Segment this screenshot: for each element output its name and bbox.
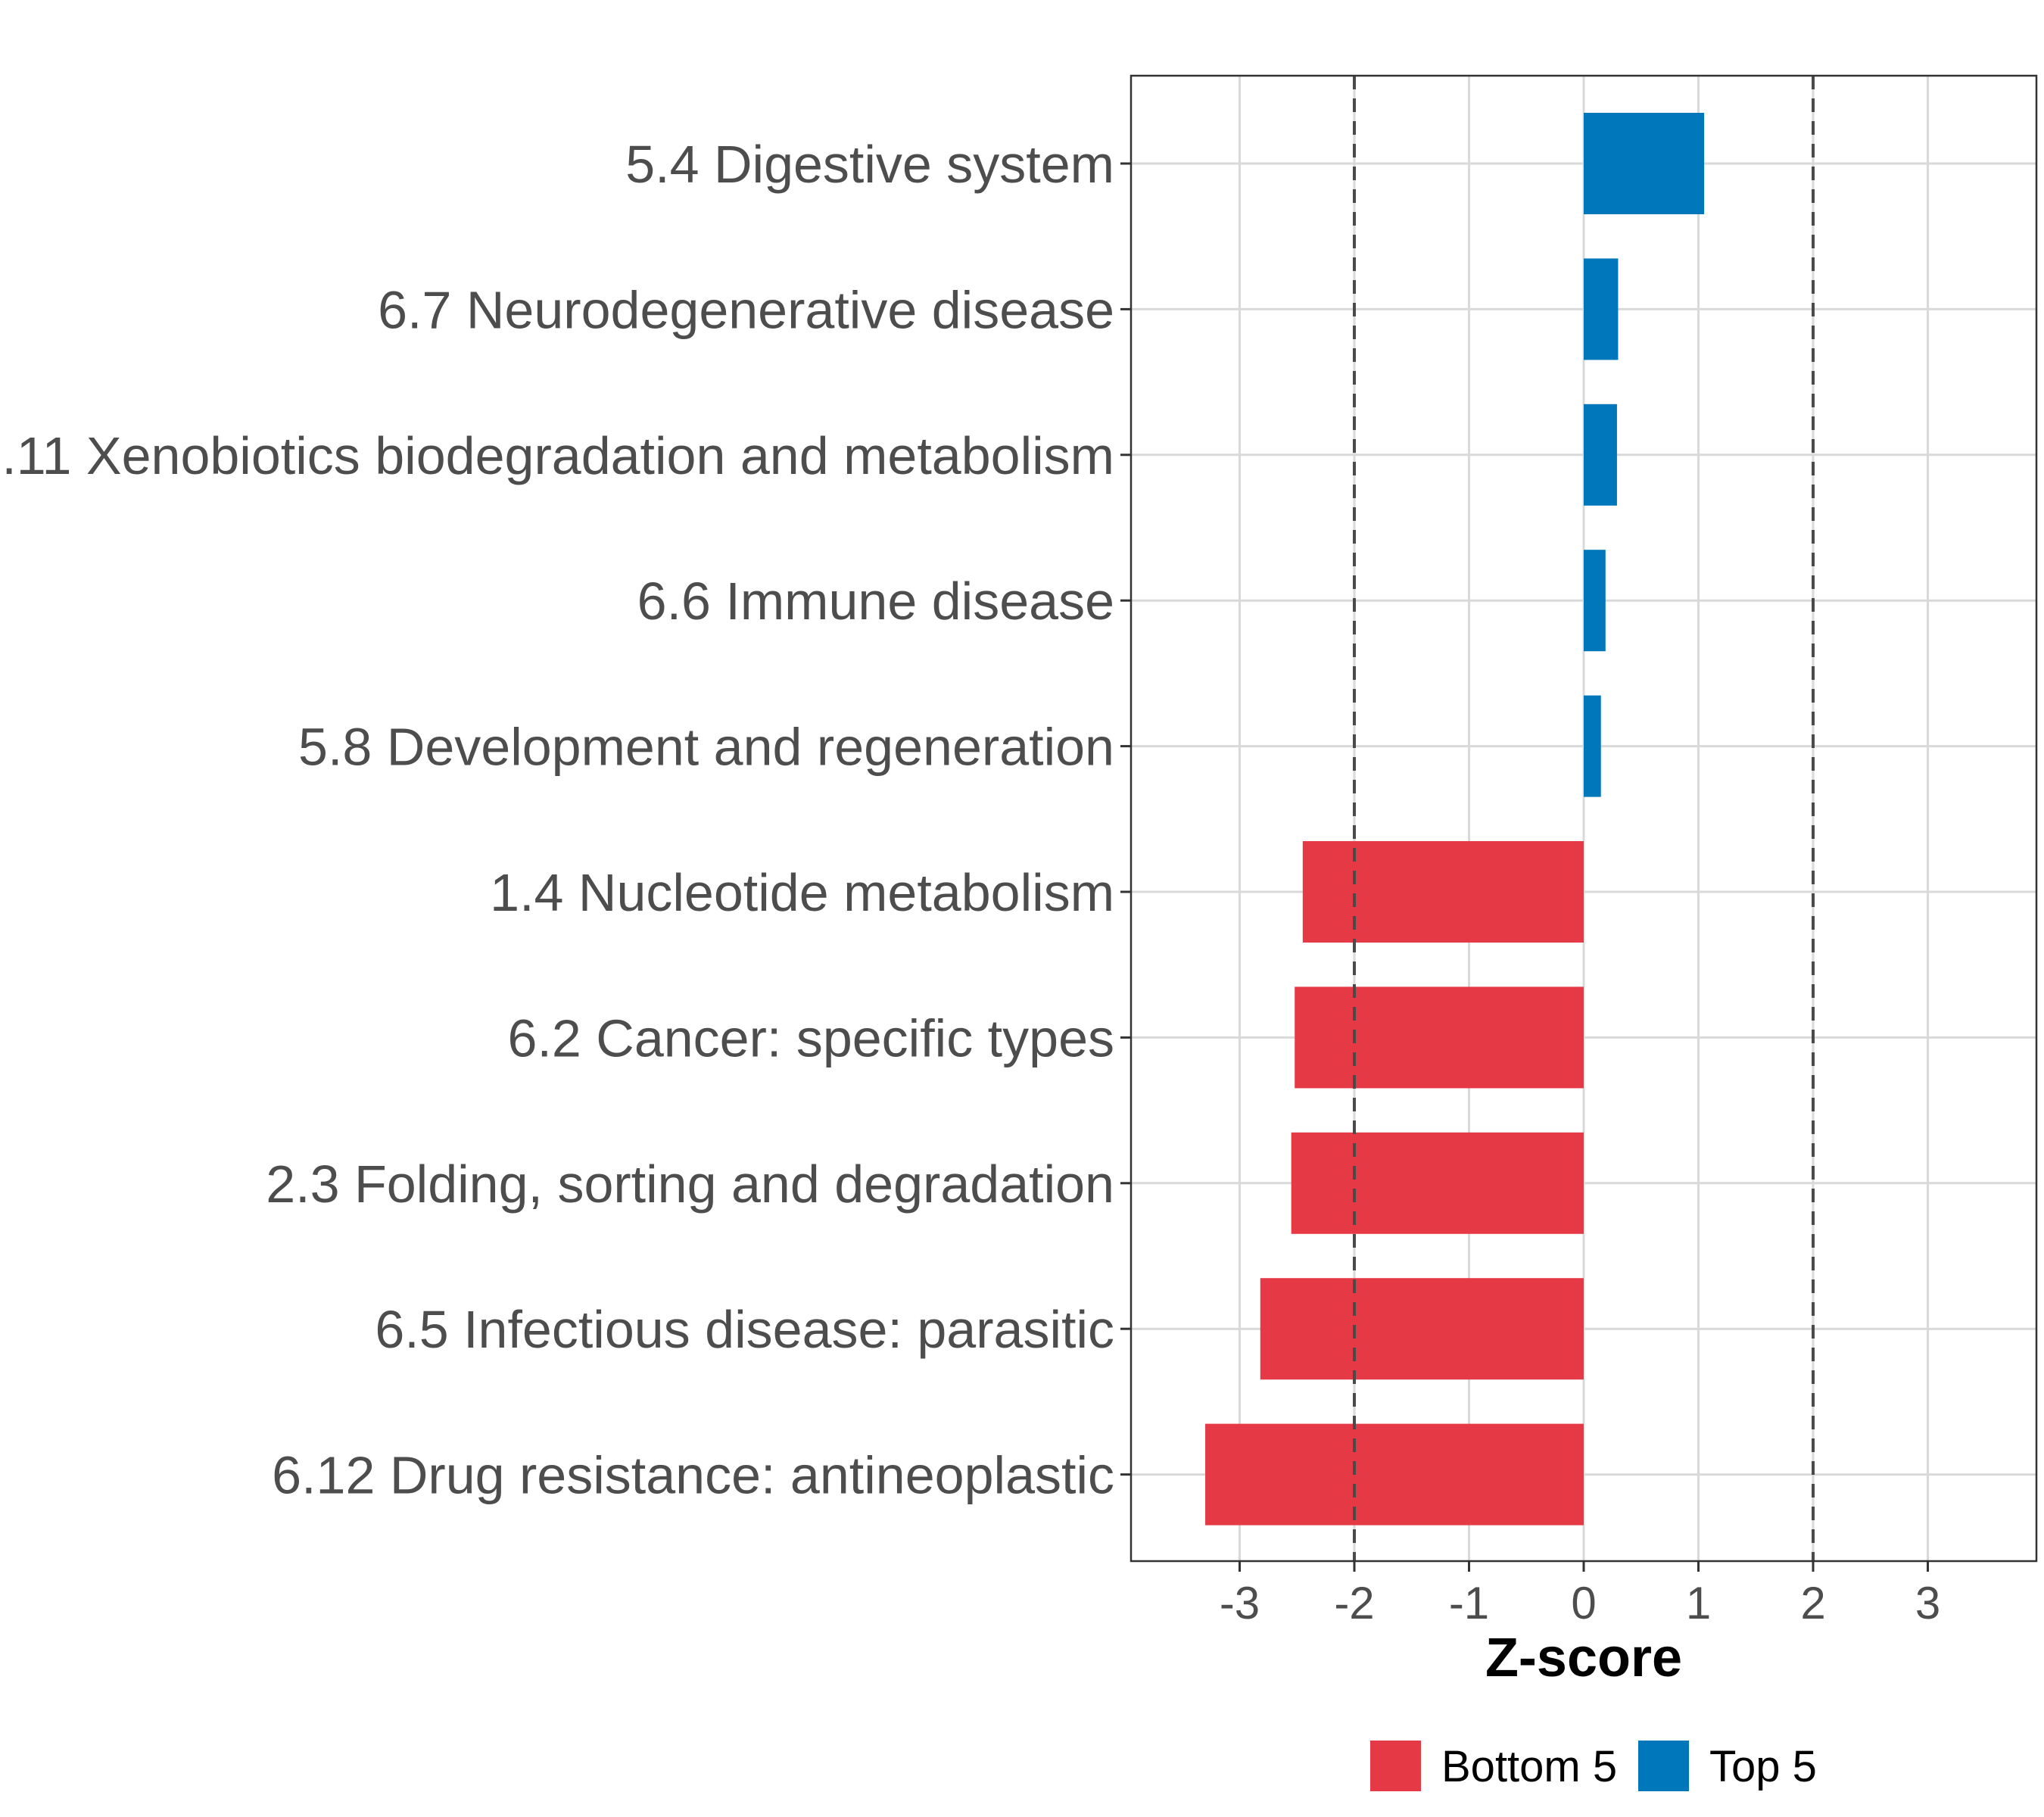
bar — [1584, 404, 1617, 506]
bar — [1295, 986, 1584, 1089]
bar — [1302, 841, 1584, 943]
category-label: 1.11 Xenobiotics biodegradation and meta… — [0, 426, 1114, 485]
x-axis-title: Z-score — [1485, 1628, 1682, 1688]
legend-label: Top 5 — [1709, 1742, 1817, 1791]
bar — [1291, 1132, 1584, 1234]
bar — [1584, 113, 1705, 214]
bar — [1584, 550, 1606, 652]
x-tick-label: 0 — [1571, 1578, 1596, 1628]
legend-key — [1370, 1741, 1421, 1791]
category-label: 6.12 Drug resistance: antineoplastic — [272, 1446, 1114, 1505]
bar — [1205, 1423, 1584, 1526]
bar — [1260, 1278, 1584, 1380]
x-axis-ticks: -3 -2 -1 0 1 2 3 — [1220, 1561, 1940, 1628]
bar — [1584, 258, 1619, 360]
x-tick-label: 1 — [1686, 1578, 1711, 1628]
category-label: 1.4 Nucleotide metabolism — [490, 863, 1114, 922]
category-label: 2.3 Folding, sorting and degradation — [266, 1155, 1114, 1214]
category-labels: 5.4 Digestive system 6.7 Neurodegenerativ… — [0, 135, 1131, 1505]
legend: Bottom 5 Top 5 — [1370, 1741, 1817, 1791]
x-tick-label: -2 — [1334, 1578, 1374, 1628]
category-label: 6.2 Cancer: specific types — [508, 1008, 1114, 1067]
x-tick-label: -3 — [1220, 1578, 1260, 1628]
category-label: 5.8 Development and regeneration — [298, 718, 1114, 777]
category-label: 6.6 Immune disease — [637, 572, 1114, 631]
legend-key — [1638, 1741, 1689, 1791]
category-label: 6.5 Infectious disease: parasitic — [375, 1300, 1114, 1359]
category-label: 5.4 Digestive system — [625, 135, 1114, 194]
x-tick-label: -1 — [1449, 1578, 1489, 1628]
reference-lines — [1353, 76, 1815, 1561]
x-tick-label: 3 — [1915, 1578, 1940, 1628]
category-label: 6.7 Neurodegenerative disease — [378, 280, 1114, 339]
x-tick-label: 2 — [1800, 1578, 1825, 1628]
legend-label: Bottom 5 — [1441, 1742, 1617, 1791]
bars — [1205, 113, 1705, 1526]
bar — [1584, 695, 1601, 797]
